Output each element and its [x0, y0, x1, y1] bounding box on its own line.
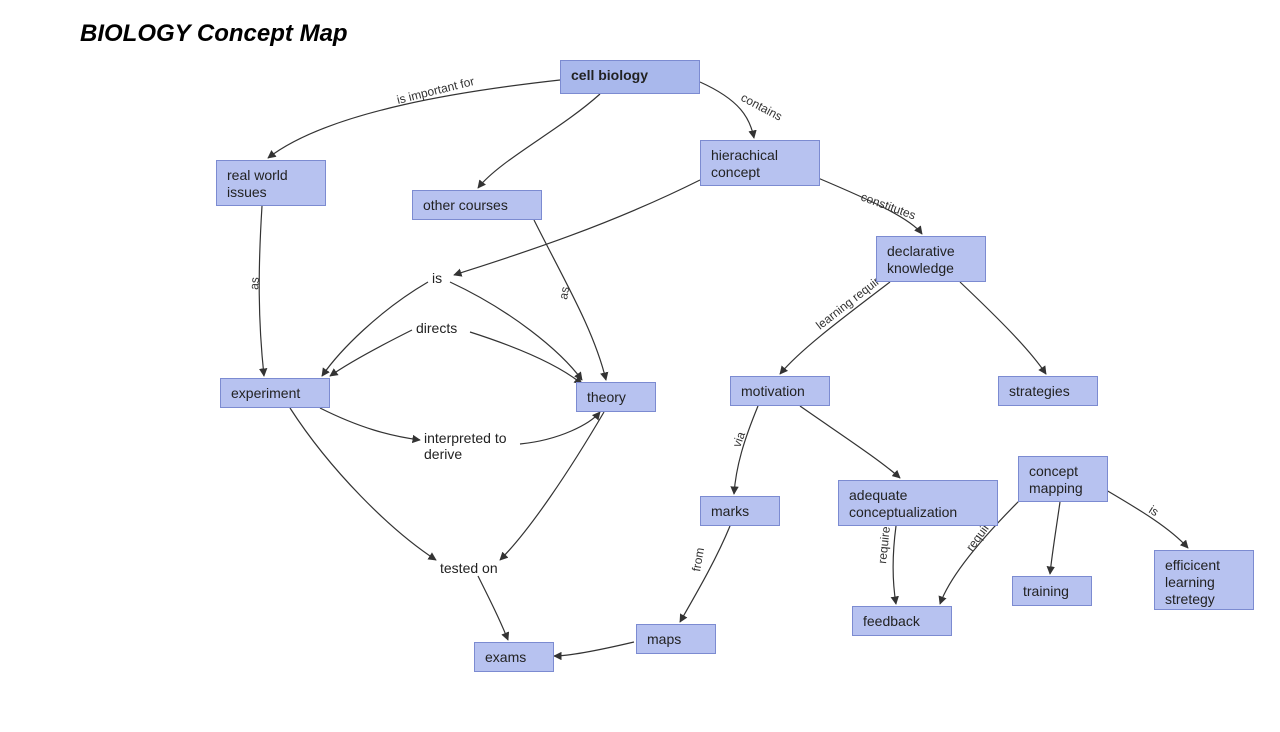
- edge-e_mot_adeq: [800, 406, 900, 478]
- node-maps: maps: [636, 624, 716, 654]
- text-label-is: is: [432, 270, 442, 286]
- edge-e_cb_hc: [700, 82, 754, 138]
- edge-e_rw_exp: [259, 206, 264, 376]
- edge-label-e_mark_map: from: [689, 546, 707, 572]
- edge-e_dir_exp: [330, 330, 412, 376]
- edge-e_is_th: [450, 282, 582, 380]
- text-label-interpreted: interpreted to derive: [424, 430, 507, 462]
- node-efficient: efficicent learning stretegy: [1154, 550, 1254, 610]
- text-label-tested_on: tested on: [440, 560, 498, 576]
- edge-e_mark_map: [680, 526, 730, 622]
- edge-e_th_test: [500, 412, 604, 560]
- edge-e_cb_rw: [268, 80, 560, 158]
- node-feedback: feedback: [852, 606, 952, 636]
- edge-e_mot_mark: [734, 406, 758, 494]
- edge-label-e_mot_mark: via: [730, 430, 749, 450]
- edge-e_dk_mot: [780, 282, 890, 374]
- edge-e_adeq_fb: [893, 526, 896, 604]
- node-exams: exams: [474, 642, 554, 672]
- edge-e_exp_test: [290, 408, 436, 560]
- node-declarative: declarative knowledge: [876, 236, 986, 282]
- edge-label-e_cb_rw: is important for: [395, 74, 475, 107]
- edge-label-e_cm_eff: is: [1146, 503, 1161, 519]
- edge-e_int_th: [520, 412, 600, 444]
- node-strategies: strategies: [998, 376, 1098, 406]
- edge-e_dir_th: [470, 332, 582, 384]
- edge-e_exp_int: [320, 408, 420, 440]
- node-adequate: adequate conceptualization: [838, 480, 998, 526]
- edge-label-e_oc_th: as: [556, 286, 572, 301]
- edge-e_test_ex: [478, 576, 508, 640]
- node-motivation: motivation: [730, 376, 830, 406]
- node-experiment: experiment: [220, 378, 330, 408]
- edge-e_cb_oc: [478, 94, 600, 188]
- edge-layer: is important forcontainsconstitutesasasl…: [0, 0, 1280, 732]
- page-title: BIOLOGY Concept Map: [80, 20, 348, 48]
- edge-e_oc_th: [534, 220, 606, 380]
- edge-label-e_hc_dk: constitutes: [859, 190, 918, 223]
- edge-label-e_adeq_fb: require: [875, 525, 893, 564]
- node-hierarchical: hierachical concept: [700, 140, 820, 186]
- node-cell_biology: cell biology: [560, 60, 700, 94]
- edge-e_is_exp: [322, 282, 428, 376]
- edge-e_hc_dk: [818, 178, 922, 234]
- edge-e_cm_tr: [1050, 502, 1060, 574]
- node-other_courses: other courses: [412, 190, 542, 220]
- edge-label-e_cb_hc: contains: [739, 90, 785, 123]
- node-theory: theory: [576, 382, 656, 412]
- edge-label-e_rw_exp: as: [247, 277, 262, 291]
- node-real_world: real world issues: [216, 160, 326, 206]
- node-marks: marks: [700, 496, 780, 526]
- text-label-directs: directs: [416, 320, 457, 336]
- edge-e_maps_ex: [554, 642, 634, 656]
- node-concept_mapping: concept mapping: [1018, 456, 1108, 502]
- edge-e_cm_eff: [1106, 490, 1188, 548]
- edge-e_dk_str: [960, 282, 1046, 374]
- node-training: training: [1012, 576, 1092, 606]
